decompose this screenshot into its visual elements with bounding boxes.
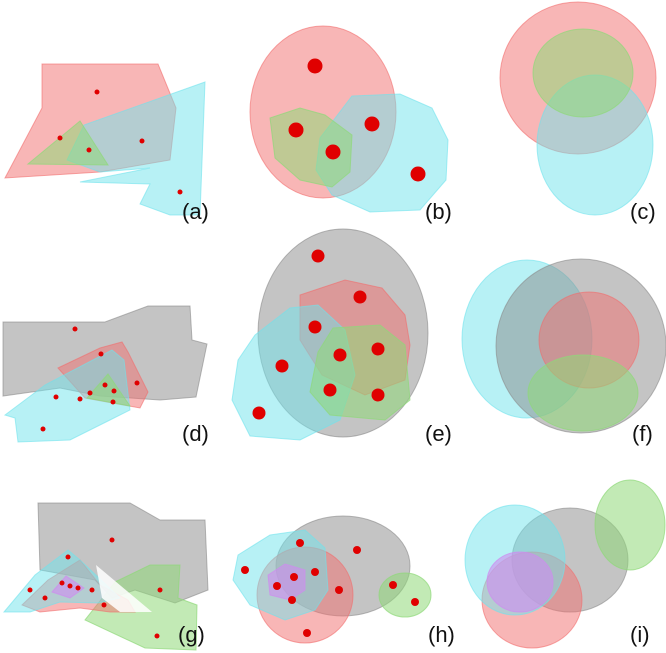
panel-f: (f) — [461, 258, 666, 446]
panel-e-point — [323, 383, 337, 397]
panel-b-label: (b) — [425, 199, 452, 224]
panel-e-point — [371, 342, 385, 356]
panel-c-green-region — [532, 28, 634, 118]
panel-h-point — [303, 629, 311, 637]
panel-e-label: (e) — [425, 421, 452, 446]
panel-d-label: (d) — [182, 421, 209, 446]
panel-d-point — [77, 396, 83, 402]
panel-d-point — [40, 426, 46, 432]
panel-e-point — [252, 406, 266, 420]
panel-e-point — [353, 290, 367, 304]
panel-d-point — [102, 382, 108, 388]
panel-a-cyan-region — [66, 81, 206, 216]
panel-e-point — [371, 388, 385, 402]
panel-h: (h) — [232, 515, 455, 647]
panel-e-point — [311, 249, 325, 263]
panel-d-point — [72, 326, 78, 332]
panel-g: (g) — [2, 502, 209, 651]
panel-i-label: (i) — [630, 622, 650, 647]
panel-b-point — [410, 166, 426, 182]
panel-i-purple-region — [486, 551, 554, 613]
panel-h-point — [335, 586, 343, 594]
panel-e: (e) — [231, 228, 452, 446]
panel-g-point — [109, 537, 115, 543]
panel-e-point — [275, 359, 289, 373]
panel-d-point — [134, 380, 140, 386]
panel-a-label: (a) — [182, 199, 209, 224]
panel-d-point — [110, 399, 116, 405]
panel-h-point — [411, 598, 419, 606]
panel-b-point — [307, 58, 323, 74]
panel-a-point — [86, 147, 92, 153]
panel-a-green-region — [26, 120, 109, 166]
panel-g-point — [59, 580, 65, 586]
panel-g-point — [154, 633, 160, 639]
panel-g-point — [157, 587, 163, 593]
panel-h-point — [273, 582, 281, 590]
panel-h-point — [353, 546, 361, 554]
panel-g-point — [65, 554, 71, 560]
panel-h-point — [241, 566, 249, 574]
panel-g-point — [89, 587, 95, 593]
panel-b: (b) — [249, 25, 452, 224]
panel-g-point — [42, 595, 48, 601]
panel-e-point — [333, 348, 347, 362]
panel-h-point — [389, 581, 397, 589]
panel-a-point — [177, 189, 183, 195]
panel-a-point — [139, 138, 145, 144]
panel-e-point — [308, 320, 322, 334]
panel-d-cyan-region — [3, 349, 131, 443]
panel-h-purple-region — [267, 563, 306, 601]
panel-b-point — [325, 144, 341, 160]
panel-b-point — [364, 116, 380, 132]
panel-h-point — [311, 568, 319, 576]
panel-f-green-region — [527, 354, 639, 432]
panel-c: (c) — [499, 1, 657, 224]
panel-d-point — [87, 390, 93, 396]
panel-g-white-wedge — [96, 565, 152, 612]
panel-d-point — [98, 351, 104, 357]
panel-c-label: (c) — [630, 199, 656, 224]
panel-b-point — [288, 122, 304, 138]
panel-h-point — [296, 539, 304, 547]
panel-g-point — [101, 602, 107, 608]
panel-a: (a) — [4, 63, 209, 224]
panel-h-green-region — [378, 572, 432, 618]
panel-h-point — [288, 596, 296, 604]
panel-d-green-region — [86, 373, 132, 407]
panel-d-point — [111, 388, 117, 394]
panel-i: (i) — [464, 479, 666, 649]
panel-f-label: (f) — [632, 421, 653, 446]
panel-a-point — [57, 135, 63, 141]
panel-i-green-region — [594, 479, 666, 571]
panel-h-point — [290, 573, 298, 581]
panel-g-label: (g) — [178, 622, 205, 647]
panel-g-point — [27, 587, 33, 593]
panel-d: (d) — [2, 305, 209, 446]
panel-g-point — [75, 585, 81, 591]
panel-d-point — [53, 394, 59, 400]
panel-g-point — [67, 583, 73, 589]
panel-e-green-region — [309, 324, 411, 421]
panel-h-label: (h) — [428, 622, 455, 647]
panel-a-point — [94, 89, 100, 95]
